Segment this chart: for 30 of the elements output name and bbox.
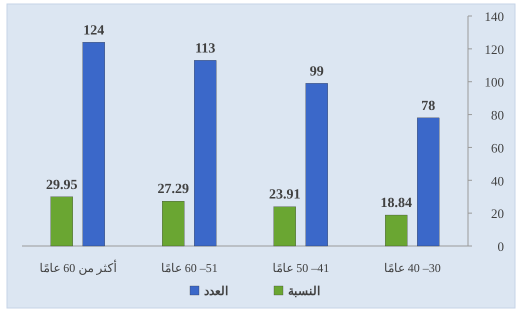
data-label: 124 (83, 23, 104, 38)
y-tick-label: 120 (484, 42, 504, 57)
data-label: 23.91 (269, 188, 300, 203)
bar (194, 60, 216, 246)
bar (306, 83, 328, 246)
y-tick-label: 100 (484, 74, 504, 90)
legend-label: العدد (204, 284, 228, 298)
data-label: 27.29 (158, 182, 189, 198)
y-tick-label: 60 (491, 140, 504, 156)
x-tick-label: أكثر من 60 عامًا (39, 260, 116, 275)
x-tick-label: 41– 50 عامًا (272, 261, 330, 275)
bar (274, 206, 296, 246)
y-tick-label: 40 (491, 173, 504, 188)
y-tick-label: 20 (491, 206, 504, 222)
data-label: 29.95 (46, 178, 78, 193)
x-tick-label: 51– 60 عامًا (160, 261, 218, 275)
y-tick-label: 80 (491, 108, 504, 123)
bar (162, 201, 184, 246)
data-label: 113 (195, 41, 216, 56)
bar (417, 118, 440, 246)
data-label: 18.84 (380, 196, 412, 212)
x-tick-label: 30– 40 عامًا (384, 261, 441, 275)
y-tick-label: 140 (484, 9, 504, 24)
y-tick-label: 0 (498, 239, 504, 254)
legend-label: النسبة (288, 284, 320, 298)
data-label: 99 (310, 64, 324, 80)
bar (50, 196, 73, 246)
bar (82, 42, 105, 246)
data-label: 78 (421, 98, 436, 114)
bar (385, 214, 408, 246)
